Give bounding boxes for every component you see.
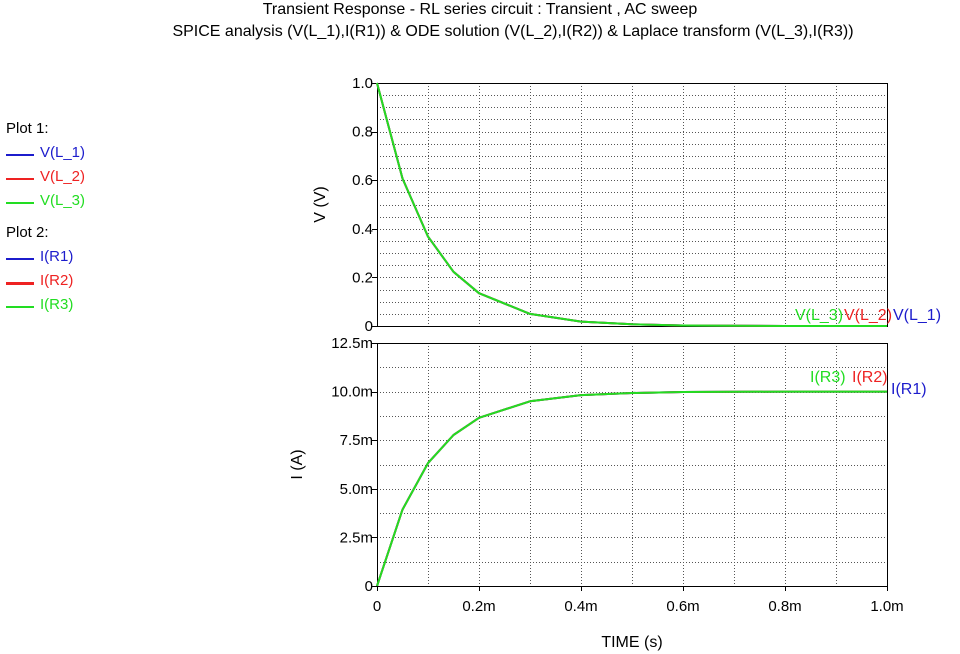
x-tick-label: 1.0m bbox=[870, 598, 903, 615]
y-tick-label: 0 bbox=[365, 318, 373, 335]
y-tick-label: 12.5m bbox=[331, 335, 373, 352]
y-axis-label: V (V) bbox=[312, 186, 329, 222]
legend-swatch bbox=[6, 306, 34, 308]
series-end-label: V(L_2) bbox=[844, 307, 892, 324]
y-tick-label: 0.4 bbox=[352, 221, 373, 238]
y-tick-label: 10.0m bbox=[331, 384, 373, 401]
legend-item-label: I(R2) bbox=[40, 272, 74, 289]
legend-item-label: I(R3) bbox=[40, 296, 74, 313]
legend-swatch bbox=[6, 258, 34, 260]
legend-item-label: V(L_3) bbox=[40, 192, 86, 209]
legend-swatch bbox=[6, 282, 34, 285]
legend-swatch bbox=[6, 154, 34, 156]
series-end-label: V(L_1) bbox=[893, 307, 941, 324]
chart-subtitle: SPICE analysis (V(L_1),I(R1)) & ODE solu… bbox=[172, 23, 854, 40]
plot-frame bbox=[377, 343, 888, 587]
y-tick-label: 0.2 bbox=[352, 269, 373, 286]
chart-title: Transient Response - RL series circuit :… bbox=[262, 1, 698, 18]
y-tick-label: 2.5m bbox=[340, 529, 373, 546]
series-end-label: I(R3) bbox=[810, 369, 846, 386]
series-line-i-r3- bbox=[376, 390, 887, 587]
x-tick-label: 0.8m bbox=[768, 598, 801, 615]
legend-swatch bbox=[6, 178, 34, 180]
x-tick-label: 0 bbox=[373, 598, 381, 615]
y-tick-label: 7.5m bbox=[340, 432, 373, 449]
legend-plot2-label: Plot 2: bbox=[6, 224, 49, 241]
x-tick-label: 0.4m bbox=[564, 598, 597, 615]
y-tick-label: 0.6 bbox=[352, 172, 373, 189]
series-end-label: I(R2) bbox=[852, 369, 888, 386]
y-tick-label: 5.0m bbox=[340, 481, 373, 498]
x-tick-label: 0.6m bbox=[666, 598, 699, 615]
y-tick-label: 0 bbox=[365, 578, 373, 595]
x-axis-label: TIME (s) bbox=[601, 634, 662, 651]
legend-item-label: V(L_2) bbox=[40, 168, 86, 185]
legend-item-label: V(L_1) bbox=[40, 144, 86, 161]
series-end-label: I(R1) bbox=[891, 381, 927, 398]
y-tick-label: 1.0 bbox=[352, 75, 373, 92]
legend-swatch bbox=[6, 202, 34, 204]
series-line-v-l-3- bbox=[376, 82, 887, 327]
plot-frame bbox=[377, 83, 888, 327]
x-tick-label: 0.2m bbox=[462, 598, 495, 615]
y-tick-label: 0.8 bbox=[352, 124, 373, 141]
series-end-label: V(L_3) bbox=[795, 307, 843, 324]
legend-plot1-label: Plot 1: bbox=[6, 120, 49, 137]
y-axis-label: I (A) bbox=[289, 449, 306, 479]
legend-item-label: I(R1) bbox=[40, 248, 74, 265]
